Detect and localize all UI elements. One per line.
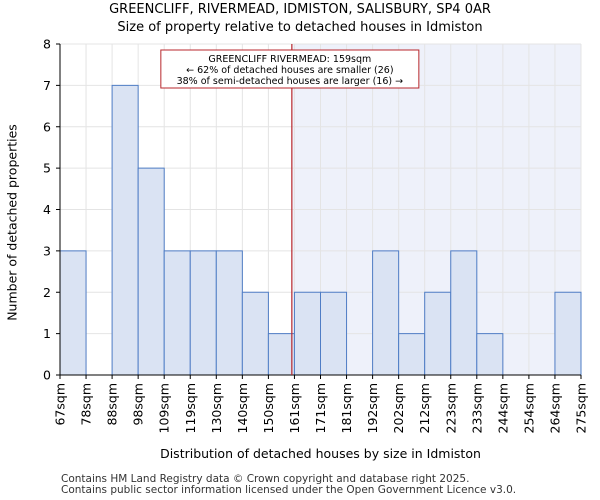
x-axis-label: Distribution of detached houses by size … (160, 446, 481, 461)
x-tick-label-161sqm: 161sqm (287, 383, 302, 433)
x-tick-label-212sqm: 212sqm (417, 383, 432, 433)
x-tick-label-78sqm: 78sqm (79, 383, 94, 426)
x-tick-label-202sqm: 202sqm (391, 383, 406, 433)
bar-140sqm (241, 291, 269, 376)
y-tick-label-5: 5 (43, 161, 51, 176)
bar-130sqm (215, 250, 243, 376)
x-tick-label-98sqm: 98sqm (131, 383, 146, 426)
bar-98sqm (137, 167, 165, 376)
y-tick-label-6: 6 (43, 119, 51, 134)
bar-264sqm (554, 291, 582, 376)
x-tick-label-233sqm: 233sqm (469, 383, 484, 433)
bar-109sqm (163, 250, 191, 376)
annotation-line-2: ← 62% of detached houses are smaller (26… (186, 65, 393, 76)
x-tick-label-254sqm: 254sqm (521, 383, 536, 433)
bar-88sqm (111, 84, 139, 376)
x-tick-label-119sqm: 119sqm (183, 383, 198, 433)
x-tick-label-181sqm: 181sqm (339, 383, 354, 433)
bar-202sqm (398, 333, 426, 376)
bar-212sqm (424, 291, 452, 376)
chart-subtitle: Size of property relative to detached ho… (117, 20, 483, 35)
y-tick-label-0: 0 (43, 368, 51, 383)
bar-192sqm (372, 250, 400, 376)
bar-161sqm (293, 291, 322, 376)
bar-223sqm (450, 250, 478, 376)
x-tick-label-244sqm: 244sqm (495, 383, 510, 433)
y-tick-label-1: 1 (43, 326, 51, 341)
annotation-line-1: GREENCLIFF RIVERMEAD: 159sqm (208, 54, 371, 65)
bar-171sqm (320, 291, 348, 376)
x-tick-label-223sqm: 223sqm (443, 383, 458, 433)
x-tick-label-192sqm: 192sqm (365, 383, 380, 433)
bar-150sqm (267, 333, 295, 376)
x-tick-label-150sqm: 150sqm (261, 383, 276, 433)
x-tick-label-140sqm: 140sqm (235, 383, 250, 433)
x-tick-label-109sqm: 109sqm (157, 383, 172, 433)
y-tick-label-8: 8 (43, 37, 51, 52)
chart-title: GREENCLIFF, RIVERMEAD, IDMISTON, SALISBU… (109, 2, 491, 17)
y-tick-label-2: 2 (43, 285, 51, 300)
x-tick-label-130sqm: 130sqm (209, 383, 224, 433)
x-tick-label-264sqm: 264sqm (547, 383, 562, 433)
annotation-line-3: 38% of semi-detached houses are larger (… (177, 76, 404, 87)
x-tick-label-67sqm: 67sqm (53, 383, 68, 426)
x-tick-label-88sqm: 88sqm (105, 383, 120, 426)
footer-line-1: Contains HM Land Registry data © Crown c… (61, 473, 470, 485)
annotation-box (160, 49, 420, 89)
y-tick-label-4: 4 (43, 202, 51, 217)
bar-119sqm (189, 250, 217, 376)
footer-line-2: Contains public sector information licen… (61, 484, 517, 496)
x-tick-label-275sqm: 275sqm (574, 383, 589, 433)
y-tick-label-3: 3 (43, 243, 51, 258)
bar-233sqm (476, 333, 504, 376)
y-tick-label-7: 7 (43, 78, 51, 93)
bar-67sqm (59, 250, 87, 376)
x-tick-label-171sqm: 171sqm (313, 383, 328, 433)
